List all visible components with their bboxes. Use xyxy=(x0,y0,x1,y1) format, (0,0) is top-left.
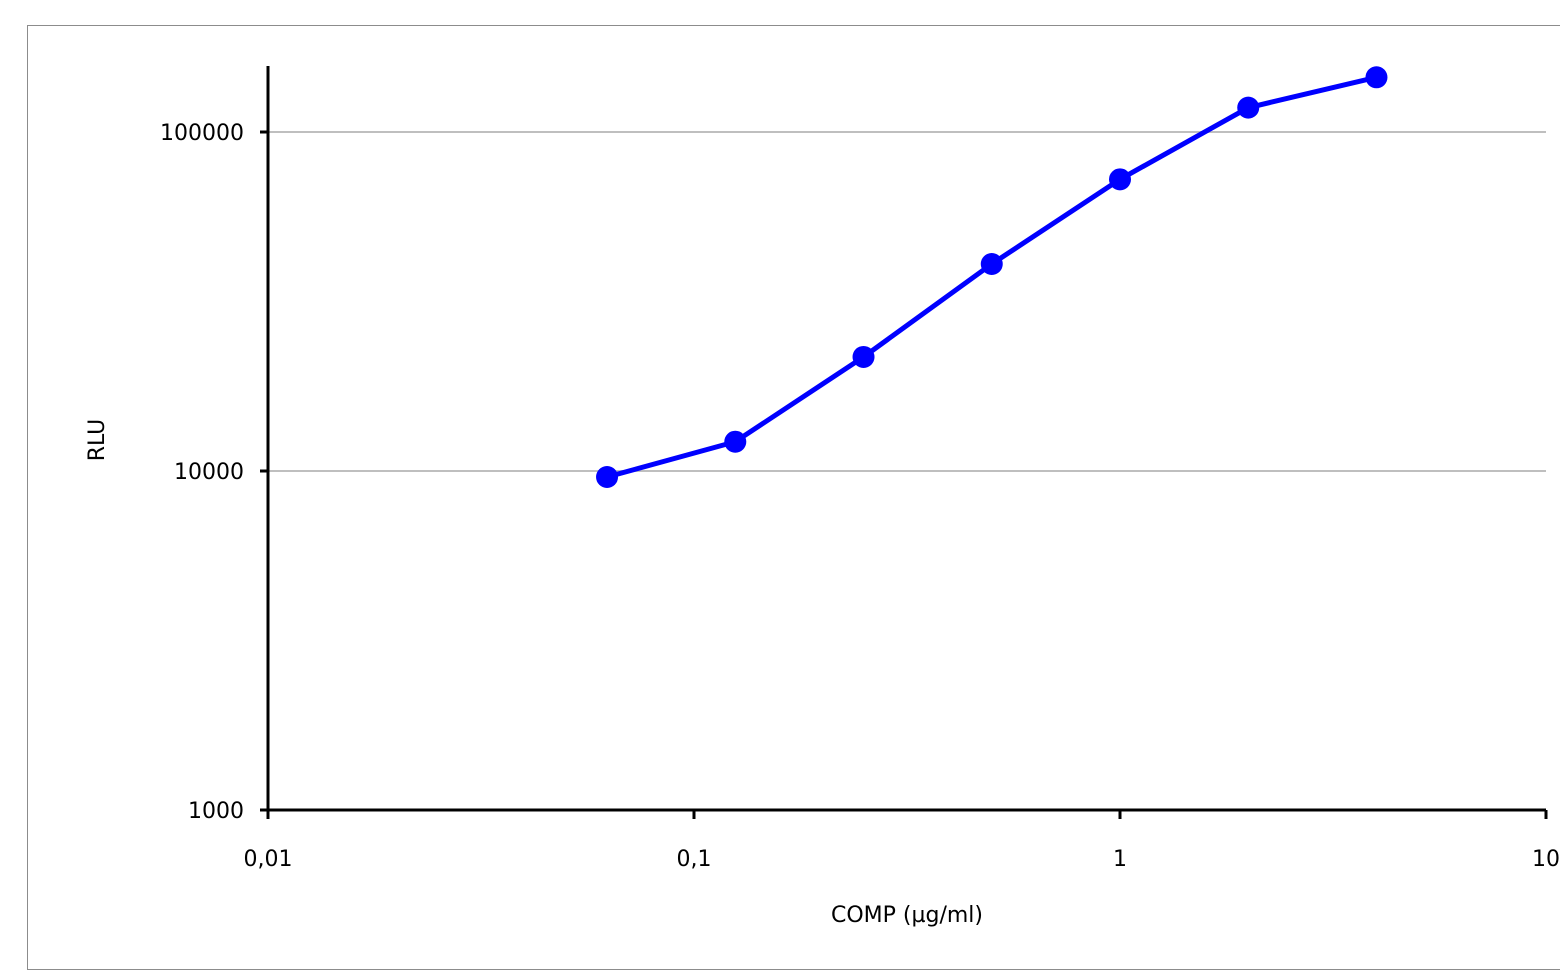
data-point xyxy=(980,252,1003,275)
x-tick-label: 1 xyxy=(1113,847,1127,872)
series xyxy=(596,66,1388,489)
x-tick-label: 0,1 xyxy=(677,847,712,872)
data-point xyxy=(1109,168,1131,191)
gridlines xyxy=(268,131,1546,472)
data-point xyxy=(596,466,619,489)
y-tick-label: 10000 xyxy=(174,460,244,485)
x-axis-title: COMP (µg/ml) xyxy=(831,903,983,928)
data-point xyxy=(724,430,747,453)
y-tick-label: 100000 xyxy=(160,121,244,146)
y-axis-title: RLU xyxy=(85,419,110,462)
series-line xyxy=(606,74,1378,480)
chart-frame xyxy=(27,25,1560,970)
y-tick-label: 1000 xyxy=(188,799,244,824)
data-point xyxy=(852,345,875,368)
data-point xyxy=(1237,96,1260,119)
x-tick-label: 0,01 xyxy=(244,847,293,872)
x-tick-label: 10 xyxy=(1532,847,1560,872)
ticks: 1000 10000 100000 0,01 0,1 1 10 xyxy=(160,121,1560,872)
axes xyxy=(260,66,1546,818)
data-point xyxy=(1365,66,1388,89)
